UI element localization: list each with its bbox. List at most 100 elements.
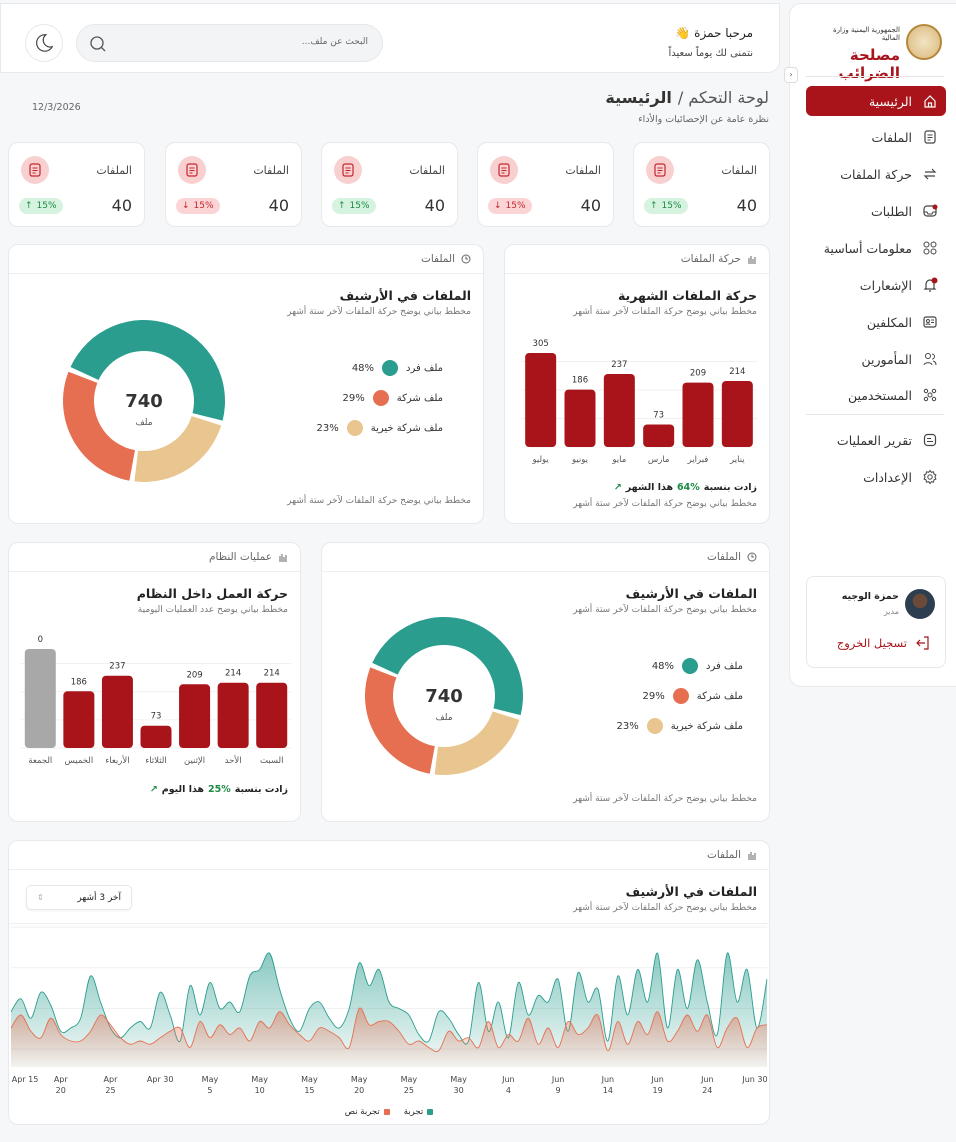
id-card-icon xyxy=(923,316,937,328)
sidebar-item-1[interactable]: الملفات xyxy=(806,122,946,152)
user-name: حمزة الوجيه xyxy=(841,591,899,602)
x-tick-label: مارس xyxy=(648,455,670,465)
area-series-line[interactable] xyxy=(10,952,768,1045)
greeting: مرحبا حمزة 👋 xyxy=(675,26,753,40)
sidebar-item-0[interactable]: الرئيسية xyxy=(806,86,946,116)
bar[interactable] xyxy=(721,381,753,447)
bar-chart: 214 السبت 214 الأحد 209 الإثنين 73 الثلاثاء 237 ا… xyxy=(21,635,291,766)
range-select-value: آخر 3 أشهر xyxy=(77,892,121,903)
bar[interactable] xyxy=(217,682,249,748)
sidebar-item-7[interactable]: المأمورين xyxy=(806,344,946,374)
bar-chart-icon xyxy=(279,554,287,562)
x-tick-label: الثلاثاء xyxy=(145,756,167,766)
area-series-line[interactable] xyxy=(10,1007,768,1053)
card-header: الملفات xyxy=(9,245,483,274)
x-tick-label: Apr xyxy=(54,1075,69,1084)
breadcrumb-parent[interactable]: لوحة التحكم / xyxy=(677,88,769,107)
bar[interactable] xyxy=(603,373,635,447)
x-tick-label: الخميس xyxy=(64,756,93,766)
sidebar-item-3[interactable]: الطلبات xyxy=(806,196,946,226)
bar[interactable] xyxy=(256,682,288,748)
search-input[interactable]: البحث عن ملف... xyxy=(76,24,383,62)
bell-icon xyxy=(923,277,938,292)
sidebar-item-9[interactable]: تقرير العمليات xyxy=(806,425,946,455)
stat-label: الملفات xyxy=(253,164,289,177)
legend-label: ملف شركة خيرية xyxy=(670,720,743,732)
inbox-icon xyxy=(923,204,938,217)
donut-slice[interactable] xyxy=(134,416,222,482)
bar[interactable] xyxy=(564,389,596,447)
bar-value-label: 209 xyxy=(690,369,706,379)
sidebar-item-4[interactable]: معلومات أساسية xyxy=(806,233,946,263)
bar[interactable] xyxy=(525,353,557,447)
donut-slice[interactable] xyxy=(365,667,435,774)
sidebar-item-10[interactable]: الإعدادات xyxy=(806,462,946,492)
sidebar-item-6[interactable]: المكلفين xyxy=(806,307,946,337)
sidebar-item-label: المكلفين xyxy=(866,314,912,330)
donut-slice[interactable] xyxy=(434,711,520,775)
donut-slice[interactable] xyxy=(70,319,225,421)
x-tick-label: الإثنين xyxy=(184,756,205,766)
change-value: 15% xyxy=(193,201,214,211)
card-header: حركة الملفات xyxy=(505,245,769,274)
x-tick-label: Apr 15 xyxy=(12,1075,39,1084)
chart-card: الملفات الملفات في الأرشيف مخطط بياني يوضح… xyxy=(8,840,770,1125)
report-icon xyxy=(923,433,937,447)
sidebar-item-2[interactable]: حركة الملفات xyxy=(806,159,946,189)
range-select[interactable]: ⇕ آخر 3 أشهر xyxy=(26,885,132,910)
stat-card: الملفات 40 ↓ 15% xyxy=(165,142,302,227)
logout-button[interactable]: تسجيل الخروج xyxy=(837,635,931,651)
sidebar-item-label: الإعدادات xyxy=(863,469,912,485)
change-value: 15% xyxy=(36,201,57,211)
bar-value-label: 214 xyxy=(225,669,241,679)
legend-label: تجربة نص xyxy=(344,1107,380,1117)
chart-title: الملفات في الأرشيف xyxy=(339,288,471,303)
legend-label: ملف شركة xyxy=(696,690,743,702)
legend-swatch xyxy=(372,390,389,406)
bar[interactable] xyxy=(63,691,95,748)
dark-mode-toggle[interactable] xyxy=(25,24,63,62)
chart-subtitle: مخطط بياني يوضح حركة الملفات لآخر ستة أش… xyxy=(287,307,471,317)
bar[interactable] xyxy=(101,675,133,748)
trend-value: 64% xyxy=(677,482,700,493)
sidebar-item-label: الطلبات xyxy=(870,203,912,219)
legend-swatch xyxy=(682,658,699,674)
x-tick-label: Jun 30 xyxy=(741,1075,767,1084)
bar[interactable] xyxy=(24,649,56,748)
donut-slice[interactable] xyxy=(62,371,135,481)
x-tick-label: Apr 30 xyxy=(147,1075,174,1084)
logout-label: تسجيل الخروج xyxy=(836,636,907,650)
transfer-icon xyxy=(923,168,937,180)
brand-small: الجمهورية اليمنية وزارة المالية xyxy=(833,26,900,42)
stat-value: 40 xyxy=(424,196,445,215)
moon-icon xyxy=(36,34,54,52)
bar[interactable] xyxy=(140,725,172,748)
arrow-up-icon: ↑ xyxy=(25,201,33,211)
chart-title: الملفات في الأرشيف xyxy=(625,884,757,899)
x-tick-label: 10 xyxy=(255,1086,265,1095)
breadcrumb-current: الرئيسية xyxy=(605,88,672,107)
x-tick-label: الأحد xyxy=(225,755,242,766)
card-header-label: الملفات xyxy=(706,849,741,861)
x-tick-label: 19 xyxy=(652,1086,662,1095)
bar-value-label: 237 xyxy=(611,360,627,370)
donut-slice[interactable] xyxy=(372,617,523,716)
bar-value-label: 214 xyxy=(729,367,745,377)
legend-item: ملف شركة 29% xyxy=(343,390,443,406)
legend-item: ملف شركة خيرية 23% xyxy=(616,718,743,734)
x-tick-label: 15 xyxy=(304,1086,314,1095)
bar-value-label: 237 xyxy=(109,662,125,672)
sidebar-item-5[interactable]: الإشعارات xyxy=(806,270,946,300)
bar[interactable] xyxy=(682,382,714,447)
bar[interactable] xyxy=(179,684,211,748)
sidebar-item-8[interactable]: المستخدمين xyxy=(806,380,946,410)
legend-value: 23% xyxy=(616,720,639,732)
bar-value-label: 305 xyxy=(533,339,549,349)
donut-chart: 740 ملف xyxy=(62,319,225,482)
bar-chart: 214 يناير 209 فبراير 73 مارس 237 مايو 186 يونيو 30… xyxy=(521,339,757,465)
x-tick-label: يوليو xyxy=(532,455,550,465)
bar[interactable] xyxy=(643,424,675,447)
collapse-toggle[interactable]: › xyxy=(784,67,798,83)
bar-value-label: 214 xyxy=(264,669,280,679)
trend-suffix: هذا الشهر xyxy=(625,482,674,493)
